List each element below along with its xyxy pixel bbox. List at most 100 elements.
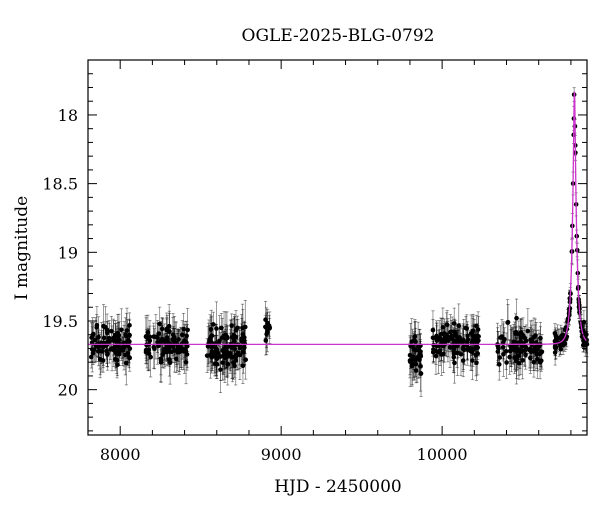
data-point [263, 338, 269, 343]
data-point [114, 348, 120, 354]
data-point [158, 360, 164, 365]
data-point [409, 344, 415, 350]
data-point [458, 351, 464, 357]
y-tick-label: 19 [58, 243, 78, 262]
data-point [88, 354, 94, 360]
data-point [430, 327, 436, 333]
data-point [503, 348, 509, 354]
plot-area [88, 87, 590, 397]
data-point [127, 355, 133, 361]
data-point [444, 322, 450, 328]
data-point [152, 346, 157, 352]
data-point [234, 325, 240, 331]
data-point [409, 339, 415, 344]
data-point [227, 350, 233, 356]
data-point [204, 353, 210, 358]
data-point [518, 335, 523, 341]
data-point [436, 349, 441, 355]
data-point [109, 346, 115, 351]
data-point [455, 350, 460, 356]
data-point [162, 349, 168, 355]
y-tick-label: 18 [58, 106, 78, 125]
data-point [183, 360, 189, 365]
data-point [553, 335, 559, 341]
data-point [505, 319, 511, 325]
data-point [267, 325, 273, 330]
data-point [417, 348, 422, 353]
data-point [112, 357, 118, 362]
data-point [447, 344, 453, 350]
data-point [125, 337, 131, 343]
data-point [515, 346, 521, 352]
y-tick-label: 19.5 [42, 312, 78, 331]
data-point [181, 326, 186, 332]
data-point [109, 328, 114, 334]
data-point [170, 332, 176, 338]
x-tick-label: 9000 [261, 445, 302, 464]
axis-ticks: 8000 9000 10000 18 18.5 19 19.5 20 [42, 60, 587, 464]
data-point [240, 349, 246, 355]
data-point [430, 349, 436, 355]
x-tick-label: 10000 [417, 445, 468, 464]
data-point [171, 336, 177, 342]
data-point [96, 345, 101, 350]
data-point [166, 323, 172, 329]
data-point [229, 323, 234, 328]
data-point [558, 343, 563, 349]
data-point [103, 324, 108, 330]
data-point [211, 322, 216, 327]
y-tick-label: 18.5 [42, 175, 78, 194]
data-point [217, 338, 222, 344]
x-axis-label: HJD - 2450000 [274, 477, 402, 497]
data-point [514, 315, 519, 321]
data-point [263, 324, 268, 330]
data-point [207, 337, 212, 343]
data-point [121, 344, 127, 350]
data-point [499, 334, 505, 339]
data-point [552, 345, 558, 350]
data-point [145, 330, 151, 335]
data-point [460, 337, 466, 343]
data-point [532, 345, 538, 350]
data-point [448, 329, 453, 335]
data-point [413, 347, 419, 353]
data-point [221, 333, 227, 339]
data-point [119, 327, 124, 333]
data-point [158, 339, 164, 345]
data-point [560, 338, 566, 344]
data-point [97, 356, 103, 362]
chart-title: OGLE-2025-BLG-0792 [242, 26, 435, 46]
data-point [118, 348, 124, 353]
data-point [233, 354, 239, 360]
model-curve [88, 91, 588, 345]
data-point [501, 338, 507, 343]
data-point [164, 343, 170, 349]
data-point [527, 346, 533, 352]
data-point [213, 341, 218, 346]
y-tick-label: 20 [58, 381, 78, 400]
x-tick-label: 8000 [100, 445, 141, 464]
data-point [208, 334, 214, 339]
data-point [580, 342, 586, 348]
data-point [146, 351, 152, 357]
data-point [475, 327, 481, 332]
data-point [452, 329, 457, 335]
data-point [225, 362, 231, 367]
y-axis-label: I magnitude [12, 196, 32, 300]
data-point [116, 332, 122, 338]
data-point [455, 336, 461, 342]
data-point [495, 349, 501, 354]
data-point [519, 348, 525, 354]
data-point [511, 339, 516, 345]
data-point [407, 352, 413, 358]
data-point [222, 354, 228, 360]
data-point [464, 326, 470, 331]
data-point [185, 327, 190, 333]
data-point [237, 352, 243, 358]
data-point [470, 332, 476, 338]
data-point [523, 345, 529, 350]
data-point [164, 327, 170, 333]
data-point [434, 333, 439, 339]
data-point [124, 328, 130, 333]
data-point [497, 355, 503, 360]
